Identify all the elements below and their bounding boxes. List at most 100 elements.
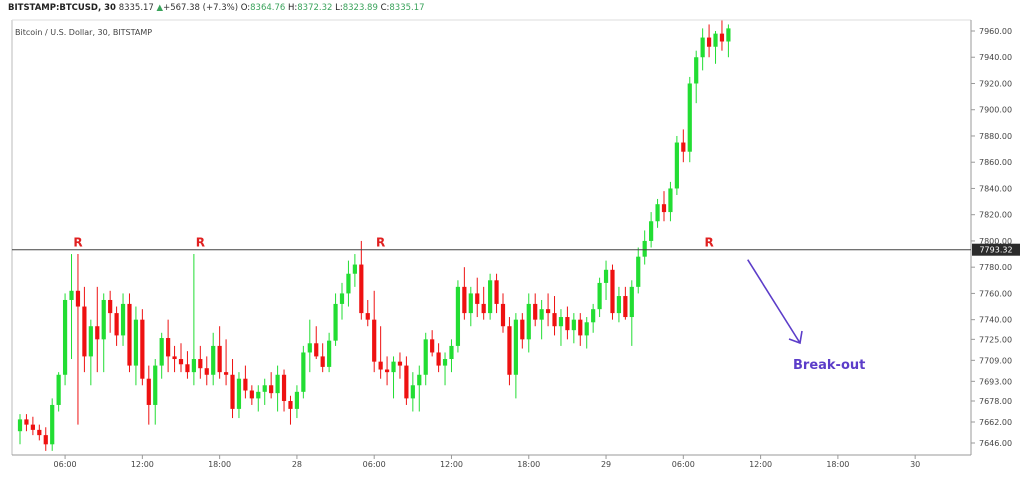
candle-body: [140, 319, 145, 379]
candle-body: [153, 365, 158, 405]
candle-body: [533, 303, 538, 320]
price-tick-label: 7725.00: [979, 335, 1012, 344]
candle-body: [236, 378, 242, 409]
candle-body: [545, 309, 551, 314]
candle-body: [455, 286, 461, 346]
candle-body: [82, 306, 87, 357]
open-value: 8364.76: [250, 3, 286, 13]
candle-body: [410, 385, 415, 399]
time-tick-label: 30: [910, 460, 920, 469]
open-label: O:: [240, 3, 251, 13]
time-tick-label: 29: [601, 460, 611, 469]
candle-body: [359, 264, 364, 314]
price-tick-label: 7920.00: [979, 79, 1012, 88]
candle-body: [475, 293, 480, 304]
symbol-header: BITSTAMP:BTCUSD, 30 8335.17 ▲+567.38 (+7…: [8, 3, 425, 13]
candle-body: [352, 264, 357, 274]
candle-body: [597, 282, 602, 310]
candle-body: [262, 385, 267, 392]
candle-body: [108, 299, 113, 314]
candle-body: [468, 293, 473, 314]
candle-body: [713, 33, 718, 47]
candle-body: [301, 352, 306, 392]
candle-body: [43, 435, 48, 445]
candle-body: [101, 299, 106, 340]
time-tick-label: 18:00: [517, 460, 540, 469]
chart-subtitle: Bitcoin / U.S. Dollar, 30, BITSTAMP: [15, 28, 153, 37]
price-tick-label: 7820.00: [979, 211, 1012, 220]
overlay: 7793.32 R R R R Break-out: [12, 236, 1020, 373]
candle-body: [397, 361, 403, 366]
candle-body: [307, 343, 312, 353]
candle-body: [146, 378, 151, 405]
time-tick-label: 28: [292, 460, 302, 469]
price-tick-label: 7940.00: [979, 53, 1012, 62]
price-tick-label: 7800.00: [979, 237, 1012, 246]
resistance-price-label: 7793.32: [979, 246, 1012, 255]
price-tick-label: 7880.00: [979, 132, 1012, 141]
candle-body: [500, 303, 506, 327]
breakout-arrow-head-icon: [788, 330, 803, 345]
grid: [11, 19, 972, 456]
candle-body: [269, 385, 274, 394]
candle-body: [668, 188, 673, 213]
resistance-marker: R: [376, 236, 385, 250]
candle-body: [327, 340, 332, 367]
candle-body: [481, 303, 486, 314]
price-tick-label: 7740.00: [979, 316, 1012, 325]
close-label: C:: [380, 3, 390, 13]
candle-body: [674, 142, 679, 189]
candle-body: [294, 391, 300, 409]
high-value: 8372.32: [297, 3, 333, 13]
candle-body: [681, 142, 686, 152]
candle-body: [726, 28, 731, 42]
candle-body: [642, 240, 647, 257]
candle-body: [275, 374, 280, 394]
candle-body: [384, 369, 390, 373]
candle-body: [17, 419, 23, 432]
price-tick-label: 7900.00: [979, 106, 1012, 115]
resistance-price-tag: [972, 243, 1020, 256]
candle-body: [603, 269, 609, 283]
candle-body: [178, 359, 184, 365]
candle-body: [120, 303, 126, 336]
time-tick-label: 18:00: [208, 460, 231, 469]
price-tick-label: 7709.00: [979, 356, 1012, 365]
candle-body: [623, 296, 628, 318]
price-tick-label: 7662.00: [979, 418, 1012, 427]
price-tick-label: 7693.00: [979, 377, 1012, 386]
candle-body: [339, 293, 345, 304]
candle-body: [50, 404, 55, 445]
breakout-label: Break-out: [793, 358, 865, 373]
price-tick-label: 7760.00: [979, 289, 1012, 298]
candle-body: [217, 345, 222, 373]
candle-body: [558, 317, 564, 327]
candle-body: [166, 338, 171, 357]
candle-body: [249, 390, 254, 399]
candle-body: [571, 319, 576, 331]
candle-body: [320, 356, 325, 367]
candle-body: [56, 374, 61, 405]
last-price: 8335.17: [118, 3, 154, 13]
low-label: L:: [335, 3, 343, 13]
time-tick-label: 12:00: [749, 460, 772, 469]
price-tick-label: 7860.00: [979, 158, 1012, 167]
time-axis: 06:00 12:00 18:00 28 06:00 12:00 18:00 29 06:00 1…: [54, 455, 920, 469]
candle-body: [507, 326, 512, 375]
low-value: 8323.89: [342, 3, 378, 13]
candle-body: [256, 391, 261, 399]
price-axis: 7960.00 7940.00 7920.00 7900.00 7880.00 7860.…: [971, 27, 1012, 448]
candles: [17, 20, 731, 451]
time-tick-label: 18:00: [826, 460, 849, 469]
candle-body: [69, 290, 74, 300]
candle-body: [649, 221, 654, 241]
price-tick-label: 7960.00: [979, 27, 1012, 36]
candle-body: [539, 309, 544, 320]
candle-body: [488, 280, 493, 314]
candle-body: [88, 326, 93, 357]
candle-body: [629, 286, 634, 318]
candle-body: [687, 83, 692, 152]
candle-body: [591, 309, 596, 323]
candle-body: [62, 299, 68, 375]
